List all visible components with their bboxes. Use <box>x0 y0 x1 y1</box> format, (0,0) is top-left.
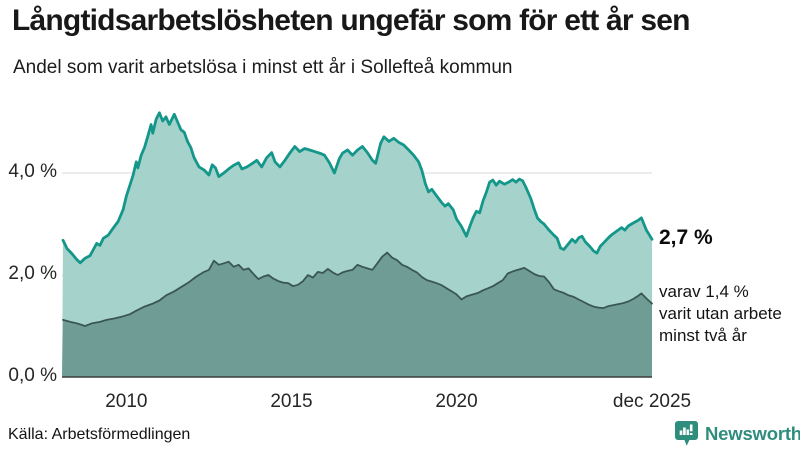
page-subtitle: Andel som varit arbetslösa i minst ett å… <box>13 57 513 78</box>
annotation-line-3: minst två år <box>659 326 747 345</box>
newsworthy-bubble-chart-icon <box>675 421 698 446</box>
x-axis-label: 2010 <box>105 391 148 412</box>
x-axis-label: 2015 <box>270 391 313 412</box>
y-axis-label: 0,0 % <box>8 365 57 387</box>
secondary-series-annotation: varav 1,4 % varit utan arbete minst två … <box>659 281 782 347</box>
page-title: Långtidsarbetslösheten ungefär som för e… <box>12 4 690 37</box>
x-axis-label: dec 2025 <box>612 391 692 412</box>
newsworthy-logo[interactable]: Newsworthy <box>674 420 800 447</box>
newsworthy-wordmark: Newsworthy <box>705 422 800 444</box>
annotation-line-1: varav 1,4 % <box>659 282 749 301</box>
y-axis-label: 2,0 % <box>8 263 57 285</box>
latest-value-label: 2,7 % <box>659 226 713 249</box>
y-axis-label: 4,0 % <box>8 161 57 183</box>
x-axis-label: 2020 <box>435 391 478 412</box>
annotation-line-2: varit utan arbete <box>659 304 782 323</box>
source-attribution: Källa: Arbetsförmedlingen <box>8 426 191 443</box>
